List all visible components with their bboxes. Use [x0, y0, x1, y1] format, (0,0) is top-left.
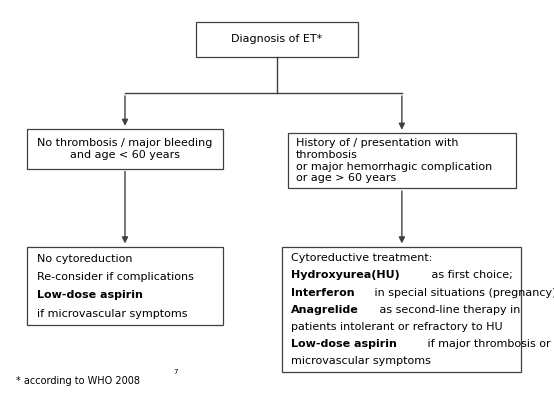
Text: as second-line therapy in: as second-line therapy in [376, 305, 521, 315]
Text: Diagnosis of ET*: Diagnosis of ET* [232, 34, 322, 44]
Text: Hydroxyurea(HU): Hydroxyurea(HU) [291, 270, 399, 280]
Text: Low-dose aspirin: Low-dose aspirin [291, 339, 397, 349]
Text: patients intolerant or refractory to HU: patients intolerant or refractory to HU [291, 322, 502, 332]
Text: microvascular symptoms: microvascular symptoms [291, 356, 430, 366]
Bar [27, 130, 223, 169]
Text: as first choice;: as first choice; [428, 270, 513, 280]
Bar [27, 247, 223, 326]
Text: in special situations (pregnancy);: in special situations (pregnancy); [371, 288, 554, 298]
Text: if microvascular symptoms: if microvascular symptoms [37, 308, 188, 318]
Bar [288, 133, 516, 188]
Text: History of / presentation with
thrombosis
or major hemorrhagic complication
or a: History of / presentation with thrombosi… [296, 138, 493, 183]
Text: No cytoreduction: No cytoreduction [37, 254, 132, 264]
Text: Anagrelide: Anagrelide [291, 305, 358, 315]
Text: Cytoreductive treatment:: Cytoreductive treatment: [291, 253, 432, 263]
Bar [283, 247, 521, 372]
Text: * according to WHO 2008: * according to WHO 2008 [17, 376, 140, 386]
Text: Low-dose aspirin: Low-dose aspirin [37, 290, 143, 300]
Text: No thrombosis / major bleeding
and age < 60 years: No thrombosis / major bleeding and age <… [37, 138, 213, 160]
Text: * according to WHO 2008: * according to WHO 2008 [17, 376, 140, 386]
Text: 7: 7 [173, 370, 178, 376]
Bar [196, 22, 358, 57]
Text: Interferon: Interferon [291, 288, 354, 298]
Text: Re-consider if complications: Re-consider if complications [37, 272, 194, 282]
Text: if major thrombosis or: if major thrombosis or [424, 339, 551, 349]
